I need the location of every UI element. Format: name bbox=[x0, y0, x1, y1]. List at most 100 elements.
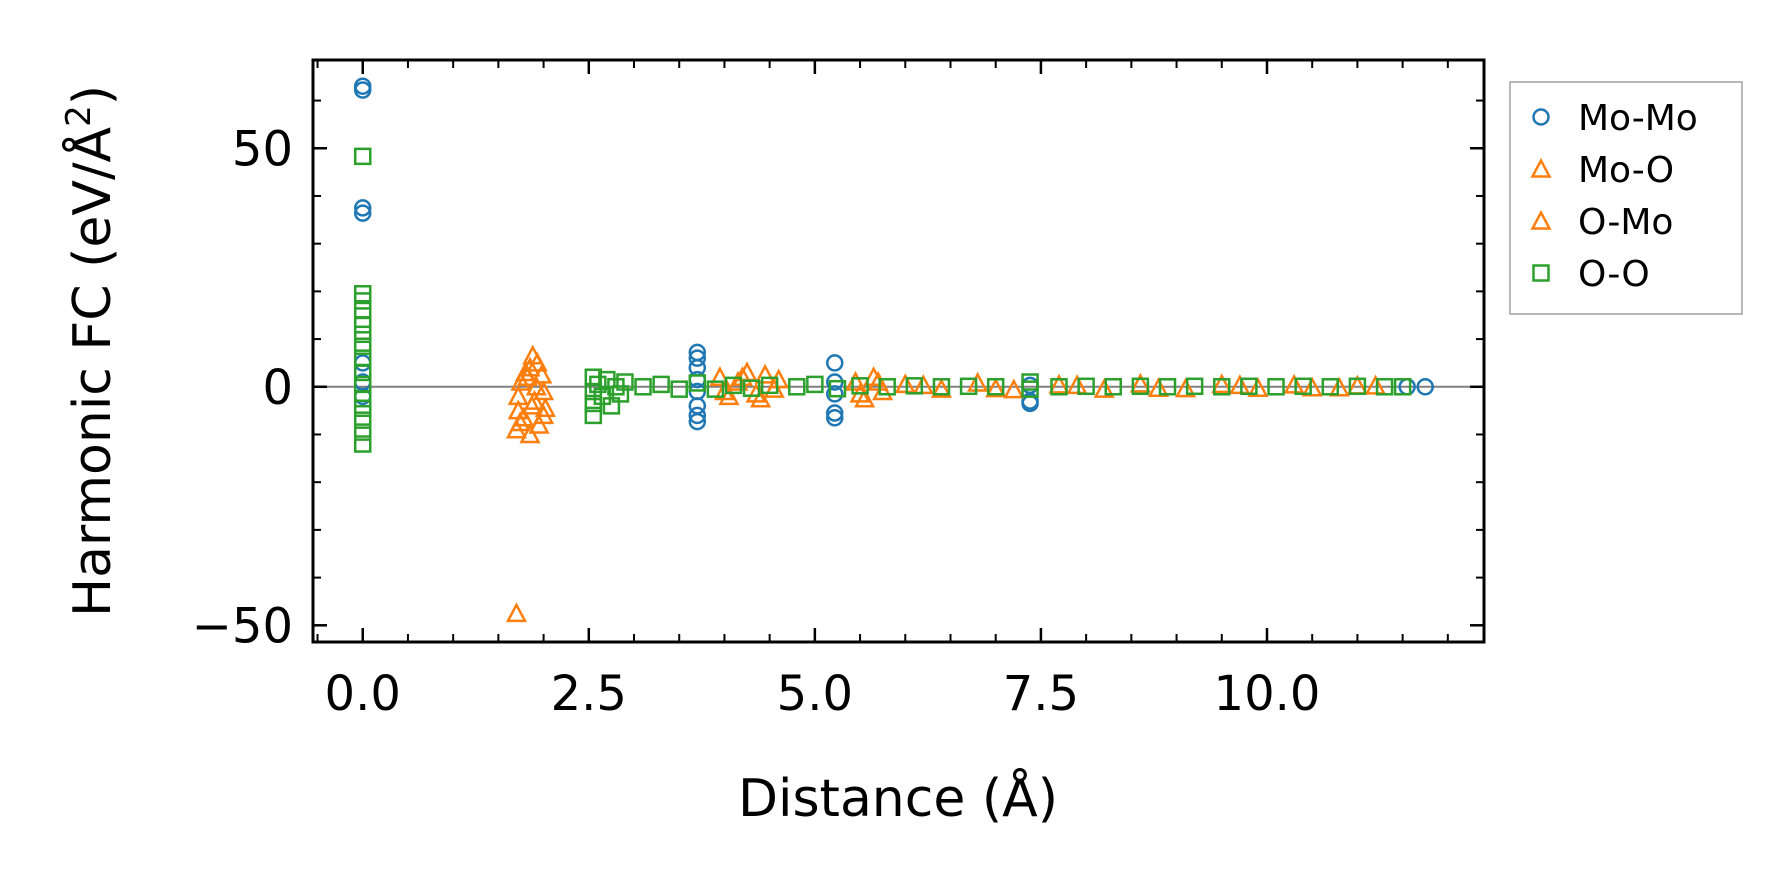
data-point bbox=[1077, 377, 1095, 396]
data-point bbox=[1240, 377, 1258, 396]
data-point bbox=[1211, 373, 1233, 394]
data-point bbox=[1416, 378, 1434, 396]
y-tick-label: 0 bbox=[262, 360, 293, 416]
data-point bbox=[1093, 377, 1115, 398]
legend-marker-mo-mo bbox=[1532, 108, 1550, 126]
data-point bbox=[713, 380, 736, 401]
data-point bbox=[528, 413, 550, 434]
data-point bbox=[611, 385, 630, 403]
data-point bbox=[768, 368, 790, 389]
data-point bbox=[1129, 372, 1151, 393]
data-point bbox=[652, 375, 670, 394]
data-point bbox=[688, 406, 707, 425]
data-point bbox=[531, 363, 553, 384]
data-point bbox=[514, 361, 537, 382]
data-point bbox=[709, 366, 731, 386]
data-point bbox=[1185, 377, 1204, 396]
legend-label-mo-o: Mo-O bbox=[1578, 150, 1674, 191]
tick-labels: 0.0 2.5 5.0 7.5 10.0 −50 0 50 bbox=[192, 121, 1321, 722]
data-point bbox=[750, 387, 772, 408]
data-point bbox=[533, 380, 555, 401]
data-point bbox=[688, 374, 707, 392]
data-point bbox=[985, 377, 1007, 398]
data-point bbox=[526, 351, 548, 372]
data-point bbox=[828, 379, 847, 398]
x-tick-label: 0.0 bbox=[325, 666, 401, 722]
data-point bbox=[867, 370, 889, 391]
data-point bbox=[670, 380, 688, 398]
data-point bbox=[353, 423, 372, 441]
data-point bbox=[534, 397, 556, 417]
data-point bbox=[1393, 378, 1412, 396]
legend-marker-mo-o bbox=[1530, 157, 1552, 178]
data-point bbox=[1147, 377, 1170, 397]
data-point bbox=[1104, 378, 1123, 396]
data-point bbox=[353, 81, 372, 99]
data-point bbox=[1158, 378, 1177, 396]
data-point bbox=[533, 404, 555, 425]
data-point bbox=[745, 382, 767, 403]
data-point bbox=[1267, 378, 1285, 396]
data-point bbox=[353, 325, 372, 344]
data-point bbox=[760, 376, 779, 395]
data-point bbox=[602, 397, 621, 415]
data-point bbox=[1375, 378, 1394, 396]
data-point bbox=[353, 199, 372, 217]
data-point bbox=[986, 378, 1005, 396]
series-o-o bbox=[353, 147, 1412, 453]
x-tick-label: 10.0 bbox=[1214, 666, 1321, 722]
data-point bbox=[1003, 378, 1025, 399]
data-point bbox=[519, 356, 541, 377]
data-point bbox=[1301, 376, 1323, 397]
data-point bbox=[353, 204, 372, 222]
data-point bbox=[1175, 377, 1197, 398]
data-points bbox=[353, 77, 1434, 623]
data-point bbox=[510, 370, 532, 391]
series-mo-o bbox=[505, 344, 1387, 623]
data-point bbox=[353, 389, 372, 408]
data-point bbox=[353, 316, 372, 334]
data-point bbox=[353, 411, 372, 429]
data-point bbox=[894, 373, 916, 394]
data-point bbox=[854, 387, 876, 408]
y-tick-label: 50 bbox=[232, 121, 293, 177]
data-point bbox=[1048, 373, 1070, 394]
y-axis-label-superscript: 2 bbox=[59, 105, 99, 127]
data-point bbox=[353, 399, 372, 417]
y-axis-label-main: Harmonic FC (eV/Å bbox=[61, 126, 123, 617]
x-tick-label: 7.5 bbox=[1003, 666, 1079, 722]
y-tick-label: −50 bbox=[192, 598, 293, 654]
data-point bbox=[806, 375, 824, 394]
data-point bbox=[589, 375, 607, 394]
data-point bbox=[844, 370, 867, 391]
plot-frame bbox=[311, 58, 1486, 644]
legend-label-o-o: O-O bbox=[1578, 254, 1650, 295]
data-point bbox=[1283, 373, 1305, 394]
data-point bbox=[1021, 380, 1039, 398]
axis-ticks bbox=[313, 60, 1484, 642]
data-point bbox=[505, 602, 528, 623]
data-point bbox=[584, 406, 603, 425]
data-point bbox=[863, 366, 885, 386]
data-point bbox=[754, 363, 776, 384]
x-tick-label: 2.5 bbox=[551, 666, 627, 722]
legend-label-o-mo: O-Mo bbox=[1578, 202, 1673, 243]
data-point bbox=[353, 147, 372, 166]
data-point bbox=[967, 371, 989, 392]
data-point bbox=[1066, 374, 1088, 395]
y-axis-label: Harmonic FC (eV/Å2) bbox=[59, 85, 123, 617]
data-point bbox=[724, 376, 743, 395]
data-point bbox=[593, 387, 612, 406]
data-point bbox=[742, 379, 761, 397]
data-point bbox=[1328, 376, 1350, 397]
data-point bbox=[688, 412, 707, 431]
data-point bbox=[1348, 377, 1367, 396]
data-point bbox=[1247, 377, 1269, 397]
data-point bbox=[872, 380, 894, 401]
legend-label-mo-mo: Mo-Mo bbox=[1578, 98, 1698, 139]
data-point bbox=[912, 374, 934, 395]
data-point bbox=[826, 404, 844, 422]
data-point bbox=[519, 423, 541, 444]
data-point bbox=[353, 292, 372, 310]
data-point bbox=[905, 377, 924, 395]
